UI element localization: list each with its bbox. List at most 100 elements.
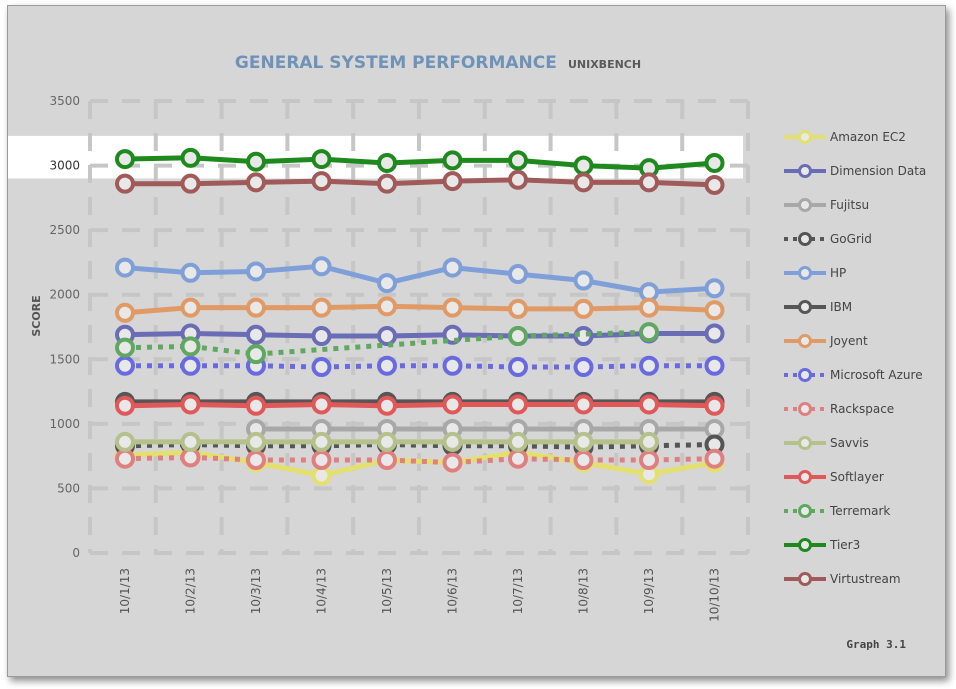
series-line xyxy=(122,402,717,409)
data-point xyxy=(508,431,528,452)
data-point xyxy=(639,431,659,452)
data-point xyxy=(115,355,135,376)
data-point xyxy=(246,450,266,471)
data-point xyxy=(704,448,725,469)
data-point xyxy=(442,355,463,376)
y-tick-label: 1000 xyxy=(49,417,80,431)
data-point xyxy=(508,264,528,285)
data-point xyxy=(246,297,266,318)
data-point xyxy=(115,337,135,358)
legend-swatch-marker xyxy=(798,266,812,280)
legend-swatch-marker xyxy=(798,164,812,178)
data-point xyxy=(442,394,463,415)
data-point xyxy=(508,169,528,190)
legend-swatch-marker xyxy=(798,402,812,416)
x-tick-label: 10/8/13 xyxy=(577,568,591,614)
legend-item-joyent: Joyent xyxy=(784,334,868,348)
data-point xyxy=(639,172,659,193)
data-point xyxy=(377,431,397,452)
data-point xyxy=(115,448,135,469)
data-point xyxy=(377,152,397,173)
data-point xyxy=(311,297,332,318)
x-tick-label: 10/4/13 xyxy=(315,568,329,614)
data-point xyxy=(442,171,463,192)
data-point xyxy=(311,256,332,277)
legend-swatch-marker xyxy=(798,436,812,450)
chart-title: GENERAL SYSTEM PERFORMANCE UNIXBENCH xyxy=(235,53,641,73)
data-point xyxy=(180,431,201,452)
data-point xyxy=(442,150,463,171)
legend-item-microsoft-azure: Microsoft Azure xyxy=(784,368,923,382)
data-point xyxy=(442,297,463,318)
data-point xyxy=(311,171,332,192)
x-tick-label: 10/1/13 xyxy=(118,568,132,614)
series-softlayer xyxy=(115,394,725,416)
data-point xyxy=(115,395,135,416)
data-point xyxy=(246,395,266,416)
data-point xyxy=(573,270,594,291)
x-tick-label: 10/7/13 xyxy=(511,568,525,614)
data-point xyxy=(573,298,594,319)
series-savvis xyxy=(115,431,659,452)
data-point xyxy=(704,174,725,195)
legend-swatch-marker xyxy=(798,198,812,212)
data-point xyxy=(704,355,725,376)
legend-item-dimension-data: Dimension Data xyxy=(784,164,926,178)
data-point xyxy=(377,173,397,194)
legend-swatch-marker xyxy=(798,300,812,314)
legend-label: Microsoft Azure xyxy=(830,368,923,382)
x-tick-label: 10/9/13 xyxy=(642,568,656,614)
series-microsoft-azure xyxy=(115,355,725,378)
x-axis-ticks: 10/1/13 10/2/13 10/3/13 10/4/13 10/5/13 10/6/… xyxy=(118,568,722,622)
data-point xyxy=(115,257,135,278)
legend-label: Tier3 xyxy=(829,538,860,552)
line-chart: GENERAL SYSTEM PERFORMANCE UNIXBENCH SCO… xyxy=(8,53,926,651)
y-tick-label: 2000 xyxy=(49,288,80,302)
data-point xyxy=(573,357,594,378)
data-point xyxy=(377,326,397,347)
data-point xyxy=(180,147,201,168)
chart-frame: GENERAL SYSTEM PERFORMANCE UNIXBENCH SCO… xyxy=(7,5,946,677)
data-point xyxy=(639,297,659,318)
data-point xyxy=(180,355,201,376)
legend-label: Savvis xyxy=(830,436,869,450)
y-tick-label: 3500 xyxy=(49,94,80,108)
x-tick-label: 10/5/13 xyxy=(380,568,394,614)
data-point xyxy=(311,149,332,170)
legend-swatch-marker xyxy=(798,334,812,348)
data-point xyxy=(180,297,201,318)
data-point xyxy=(180,262,201,283)
data-point xyxy=(115,431,135,452)
legend-label: Joyent xyxy=(829,334,868,348)
legend-swatch-marker xyxy=(798,538,812,552)
legend-swatch-marker xyxy=(798,232,812,246)
data-point xyxy=(573,431,594,452)
data-point xyxy=(246,431,266,452)
data-point xyxy=(180,173,201,194)
data-point xyxy=(311,326,332,347)
legend-item-softlayer: Softlayer xyxy=(784,470,884,484)
legend-item-rackspace: Rackspace xyxy=(784,402,894,416)
data-point xyxy=(573,450,594,471)
legend-item-ibm: IBM xyxy=(784,300,852,314)
series-joyent xyxy=(115,296,725,323)
y-tick-label: 0 xyxy=(72,546,80,560)
data-point xyxy=(508,357,528,378)
x-tick-label: 10/2/13 xyxy=(184,568,198,614)
legend-label: Amazon EC2 xyxy=(830,130,906,144)
data-point xyxy=(377,296,397,317)
legend-item-gogrid: GoGrid xyxy=(784,232,872,246)
data-point xyxy=(639,322,659,343)
data-point xyxy=(311,431,332,452)
legend-item-savvis: Savvis xyxy=(784,436,869,450)
data-point xyxy=(573,394,594,415)
legend-swatch-marker xyxy=(798,368,812,382)
data-point xyxy=(246,261,266,282)
series-rackspace xyxy=(115,447,725,473)
series-tier3 xyxy=(115,147,725,179)
data-point xyxy=(311,357,332,378)
y-tick-label: 2500 xyxy=(49,223,80,237)
series-gogrid xyxy=(115,434,725,458)
series-line xyxy=(122,303,717,316)
data-point xyxy=(508,326,528,347)
